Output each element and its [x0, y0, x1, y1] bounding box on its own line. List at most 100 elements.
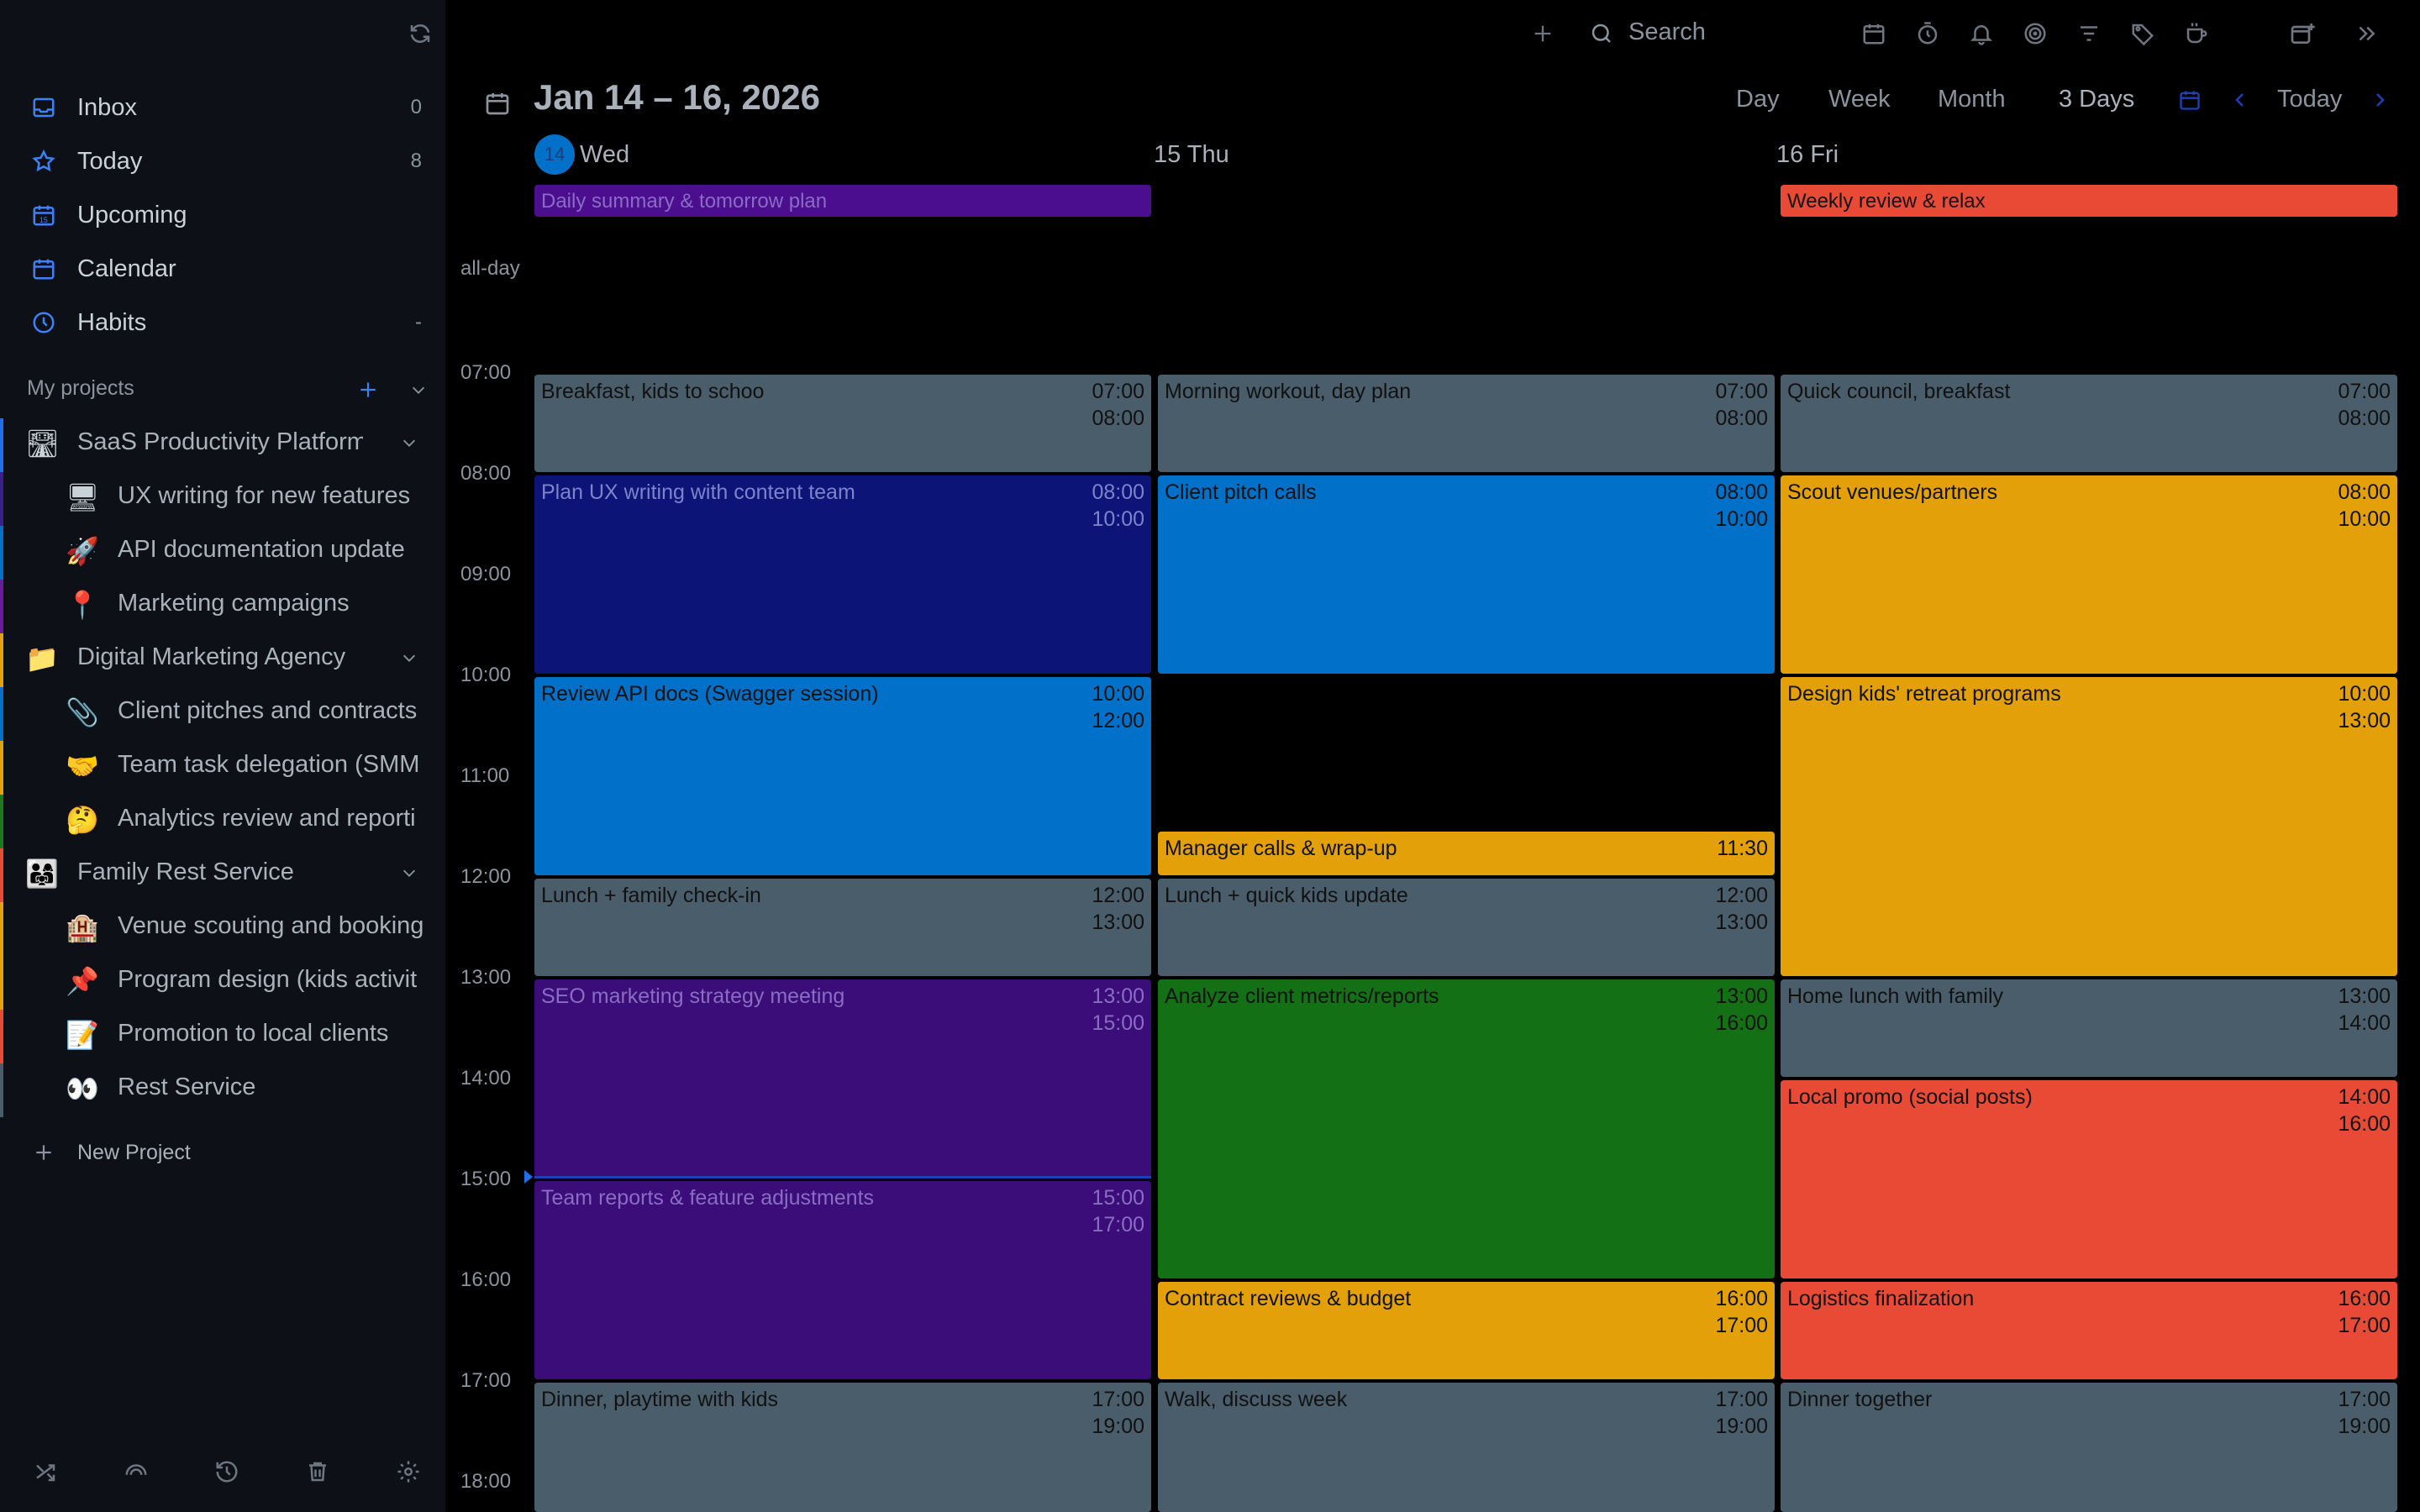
project-item[interactable]: 🤔 Analytics review and reporti	[0, 795, 445, 848]
project-item[interactable]: 📌 Program design (kids activit	[0, 956, 445, 1010]
calendar-event[interactable]: Design kids' retreat programs 10:00 13:00	[1781, 677, 2397, 976]
hour-label: 08:00	[460, 462, 512, 485]
project-emoji-icon: 📌	[66, 965, 99, 997]
project-item[interactable]: 📎 Client pitches and contracts	[0, 687, 445, 741]
expand-icon[interactable]	[2349, 17, 2383, 50]
event-title: Home lunch with family	[1787, 984, 2004, 1008]
event-start-time: 16:00	[1715, 1287, 1768, 1310]
project-item[interactable]: 👨‍👩‍👧 Family Rest Service	[0, 848, 445, 902]
prev-arrow-icon[interactable]	[2223, 83, 2257, 117]
calendar-event[interactable]: Home lunch with family 13:00 14:00	[1781, 979, 2397, 1077]
search-icon[interactable]	[1585, 17, 1618, 50]
event-title: Walk, discuss week	[1165, 1388, 1348, 1411]
view-day-button[interactable]: Day	[1736, 86, 1780, 113]
history-icon[interactable]	[210, 1455, 244, 1488]
calendar-event[interactable]: Walk, discuss week 17:00 19:00	[1158, 1383, 1775, 1512]
project-item[interactable]: 🖥 UX writing for new features	[0, 472, 445, 526]
calendar-event[interactable]: Team reports & feature adjustments 15:00 1…	[534, 1181, 1151, 1379]
project-item[interactable]: 📍 Marketing campaigns	[0, 580, 445, 633]
jump-to-date-icon[interactable]	[2173, 83, 2207, 117]
coffee-icon[interactable]	[2180, 17, 2213, 50]
bell-icon[interactable]	[1965, 17, 1998, 50]
day-header-wed[interactable]: Wed	[580, 141, 630, 168]
calendar-event[interactable]: Logistics finalization 16:00 17:00	[1781, 1282, 2397, 1379]
project-item[interactable]: 📝 Promotion to local clients	[0, 1010, 445, 1063]
calendar-event[interactable]: Review API docs (Swagger session) 10:00 12…	[534, 677, 1151, 875]
mini-calendar-icon[interactable]	[481, 87, 514, 120]
calendar-event[interactable]: Local promo (social posts) 14:00 16:00	[1781, 1080, 2397, 1278]
view-week-button[interactable]: Week	[1828, 86, 1891, 113]
trash-icon[interactable]	[301, 1455, 334, 1488]
nav-item-habits[interactable]: Habits -	[0, 297, 445, 348]
habits-icon	[27, 306, 60, 339]
filter-icon[interactable]	[2072, 17, 2106, 50]
nav-item-today[interactable]: Today 8	[0, 136, 445, 186]
calendar-event[interactable]: Contract reviews & budget 16:00 17:00	[1158, 1282, 1775, 1379]
day-header-fri[interactable]: 16 Fri	[1776, 141, 1839, 168]
nav-item-count: 8	[410, 150, 422, 172]
project-label: Client pitches and contracts	[118, 697, 418, 724]
calendar-event[interactable]: Plan UX writing with content team 08:00 10…	[534, 475, 1151, 674]
event-title: Scout venues/partners	[1787, 480, 1998, 504]
project-color-bar	[0, 687, 3, 741]
event-title: Lunch + quick kids update	[1165, 884, 1408, 907]
hour-label: 16:00	[460, 1268, 512, 1291]
project-emoji-icon: 🚀	[66, 535, 99, 567]
project-item[interactable]: 🚀 API documentation update	[0, 526, 445, 580]
chevron-down-icon[interactable]	[400, 433, 420, 454]
day-header-thu[interactable]: 15 Thu	[1154, 141, 1229, 168]
search-input[interactable]: Search	[1628, 18, 1706, 45]
add-task-icon[interactable]	[1526, 17, 1560, 50]
view-month-button[interactable]: Month	[1938, 86, 2006, 113]
new-project-button[interactable]: New Project	[0, 1127, 445, 1178]
chevron-down-icon[interactable]	[400, 648, 420, 669]
next-arrow-icon[interactable]	[2363, 83, 2396, 117]
project-color-bar	[0, 1063, 3, 1117]
nav-item-calendar[interactable]: Calendar	[0, 244, 445, 294]
event-end-time: 19:00	[2338, 1415, 2391, 1438]
project-item[interactable]: 👀 Rest Service	[0, 1063, 445, 1117]
project-item[interactable]: 🤝 Team task delegation (SMM	[0, 741, 445, 795]
sync-icon[interactable]	[403, 17, 437, 50]
event-title: Contract reviews & budget	[1165, 1287, 1412, 1310]
today-button[interactable]: Today	[2277, 86, 2343, 113]
add-project-icon[interactable]	[351, 373, 385, 407]
calendar-event[interactable]: Client pitch calls 08:00 10:00	[1158, 475, 1775, 674]
project-label: Marketing campaigns	[118, 590, 350, 617]
calendar-event[interactable]: SEO marketing strategy meeting 13:00 15:00	[534, 979, 1151, 1178]
project-color-bar	[0, 633, 3, 687]
nav-item-inbox[interactable]: Inbox 0	[0, 82, 445, 133]
calendar-event[interactable]: Quick council, breakfast 07:00 08:00	[1781, 375, 2397, 472]
calendar-event[interactable]: Breakfast, kids to schoo 07:00 08:00	[534, 375, 1151, 472]
chevron-down-icon[interactable]	[400, 864, 420, 884]
calendar-event[interactable]: Lunch + quick kids update 12:00 13:00	[1158, 879, 1775, 976]
calendar-event[interactable]: Lunch + family check-in 12:00 13:00	[534, 879, 1151, 976]
timer-icon[interactable]	[1911, 17, 1944, 50]
view-3days-button[interactable]: 3 Days	[2059, 86, 2135, 113]
calendar-event[interactable]: Analyze client metrics/reports 13:00 16:00	[1158, 979, 1775, 1278]
project-item[interactable]: 🏨 Venue scouting and booking	[0, 902, 445, 956]
calendar-event[interactable]: Manager calls & wrap-up 11:30	[1158, 832, 1775, 875]
event-title: Morning workout, day plan	[1165, 380, 1412, 403]
nav-item-upcoming[interactable]: 15 Upcoming	[0, 190, 445, 240]
project-item[interactable]: 📁 Digital Marketing Agency	[0, 633, 445, 687]
shuffle-icon[interactable]	[29, 1455, 62, 1488]
project-label: Rest Service	[118, 1074, 256, 1100]
calendar-event[interactable]: Scout venues/partners 08:00 10:00	[1781, 475, 2397, 674]
event-title: Client pitch calls	[1165, 480, 1317, 504]
allday-label: all-day	[460, 257, 520, 280]
settings-gear-icon[interactable]	[392, 1455, 425, 1488]
calendar-event[interactable]: Dinner, playtime with kids 17:00 19:00	[534, 1383, 1151, 1512]
project-item[interactable]: 🛣 SaaS Productivity Platform	[0, 418, 445, 472]
allday-event[interactable]: Daily summary & tomorrow plan	[534, 185, 1151, 217]
collapse-projects-icon[interactable]	[402, 373, 435, 407]
focus-icon[interactable]	[2018, 17, 2052, 50]
signal-icon[interactable]	[119, 1455, 153, 1488]
allday-event[interactable]: Weekly review & relax	[1781, 185, 2397, 217]
calendar-event[interactable]: Morning workout, day plan 07:00 08:00	[1158, 375, 1775, 472]
calendar-event[interactable]: Dinner together 17:00 19:00	[1781, 1383, 2397, 1512]
calendar-toolbar-icon[interactable]	[1857, 17, 1891, 50]
new-window-icon[interactable]	[2286, 17, 2319, 50]
project-emoji-icon: 🖥	[66, 481, 100, 513]
tag-icon[interactable]	[2126, 17, 2160, 50]
